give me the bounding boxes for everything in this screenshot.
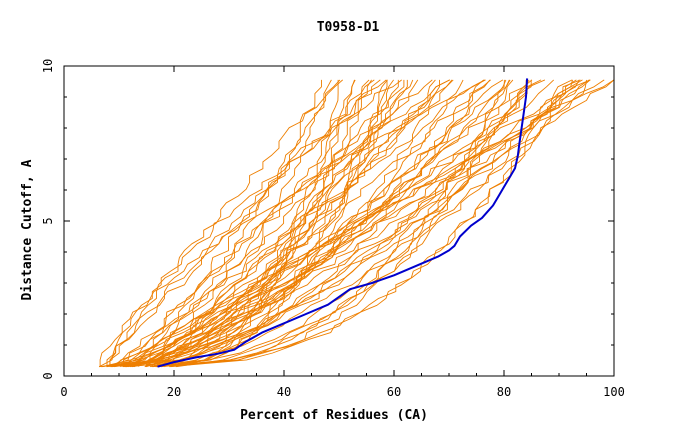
model-curve	[111, 79, 532, 368]
x-tick-label: 80	[497, 385, 511, 399]
model-curve	[176, 79, 573, 368]
model-curve	[145, 79, 433, 367]
x-axis-title: Percent of Residues (CA)	[240, 408, 428, 423]
plot-area	[63, 65, 615, 377]
model-curve	[106, 79, 581, 368]
model-curve	[125, 79, 507, 368]
model-curve	[170, 79, 591, 367]
y-axis-title: Distance Cutoff, A	[20, 159, 35, 300]
model-curve	[110, 79, 440, 368]
model-curve	[159, 79, 388, 368]
model-curve	[145, 79, 436, 368]
model-curve	[170, 79, 533, 368]
model-curve	[125, 79, 514, 368]
model-curve	[120, 79, 322, 368]
model-curve	[129, 79, 546, 368]
model-curve	[99, 79, 486, 367]
y-axis: 0 5 10	[41, 59, 614, 380]
model-curve	[132, 79, 615, 368]
x-axis: 0 20 40 60 80 100	[60, 66, 625, 399]
model-curve	[122, 79, 615, 368]
model-curve	[160, 79, 527, 368]
model-curve	[160, 79, 505, 368]
model-curve	[150, 79, 491, 368]
chart-title: T0958-D1	[317, 20, 380, 35]
model-curve	[114, 79, 486, 368]
model-curve	[109, 79, 402, 367]
model-curve	[151, 79, 370, 368]
model-curve	[101, 79, 504, 368]
x-tick-label: 0	[60, 385, 67, 399]
highlighted-model-curve	[157, 78, 529, 368]
model-curve	[159, 79, 394, 368]
model-curve	[122, 79, 408, 368]
y-tick-label: 0	[41, 372, 55, 379]
model-curve	[112, 79, 591, 368]
x-tick-label: 100	[603, 385, 625, 399]
model-curve	[106, 79, 387, 367]
x-tick-label: 40	[277, 385, 291, 399]
model-curves	[98, 79, 615, 368]
plot-frame	[63, 65, 615, 377]
x-tick-label: 60	[387, 385, 401, 399]
model-curve	[106, 79, 405, 368]
model-curve	[127, 79, 583, 368]
model-curve	[123, 79, 399, 368]
x-tick-label: 20	[167, 385, 181, 399]
model-curve	[122, 79, 605, 367]
model-curve	[161, 79, 587, 368]
model-curve	[110, 79, 355, 368]
model-curve	[111, 79, 341, 368]
y-tick-label: 10	[41, 59, 55, 73]
model-curve	[109, 79, 343, 367]
y-tick-label: 5	[41, 217, 55, 224]
model-curve	[138, 79, 450, 367]
